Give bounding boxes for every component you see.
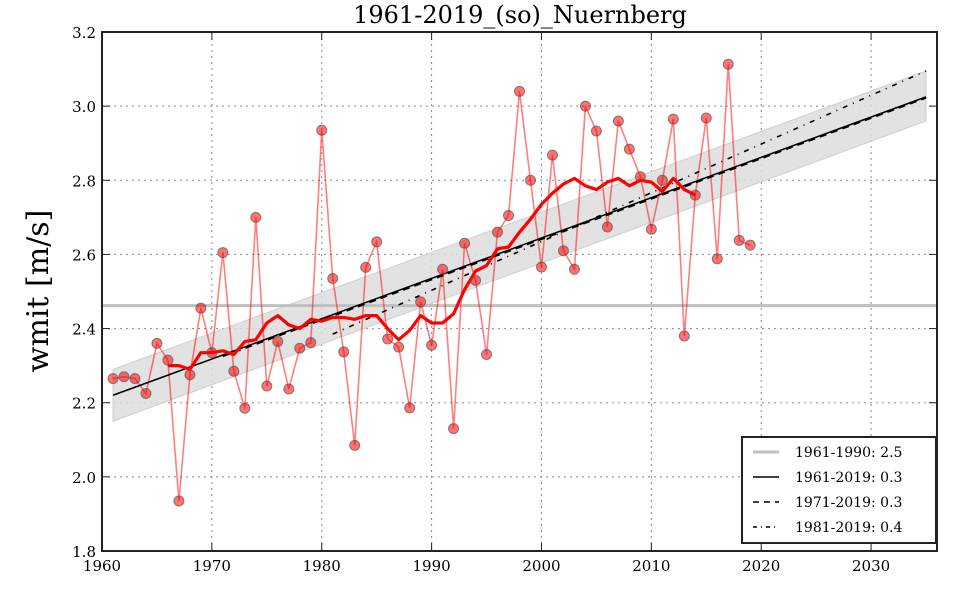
data-point: [283, 383, 295, 395]
data-point: [129, 373, 141, 385]
data-point: [711, 253, 723, 265]
trend-line-1971-2019: [222, 97, 927, 358]
x-tick-label: 2020: [742, 557, 780, 575]
data-points: [107, 58, 756, 507]
data-point: [481, 349, 493, 361]
x-tick-label: 2010: [632, 557, 670, 575]
data-point: [722, 58, 734, 70]
data-point: [239, 402, 251, 414]
legend-box: [741, 436, 937, 544]
data-point: [470, 274, 482, 286]
data-point: [667, 113, 679, 125]
data-point: [557, 245, 569, 257]
chart-title: 1961-2019_(so)_Nuernberg: [353, 1, 687, 29]
data-point: [612, 115, 624, 127]
y-tick-label: 3.0: [72, 98, 96, 116]
legend-label-reference: 1961-1990: 2.5: [795, 445, 902, 461]
y-tick-label: 2.0: [72, 469, 96, 487]
x-tick-label: 1960: [83, 557, 121, 575]
data-point: [404, 402, 416, 414]
data-point: [700, 112, 712, 124]
x-tick-label: 1980: [303, 557, 341, 575]
data-point: [656, 174, 668, 186]
y-tick-label: 2.4: [72, 321, 96, 339]
data-point: [744, 239, 756, 251]
x-tick-label: 1990: [413, 557, 451, 575]
data-point: [162, 354, 174, 366]
data-point: [206, 347, 218, 359]
y-tick-label: 2.2: [72, 395, 96, 413]
legend-label-dashdot: 1981-2019: 0.4: [795, 520, 903, 536]
x-tick-label: 2000: [522, 557, 560, 575]
data-point: [151, 337, 163, 349]
data-point: [338, 346, 350, 358]
data-point: [107, 373, 119, 385]
data-point: [173, 495, 185, 507]
data-point: [601, 221, 613, 233]
data-point: [623, 143, 635, 155]
data-point: [459, 237, 471, 249]
data-point: [503, 210, 515, 222]
data-point: [349, 439, 361, 451]
data-point: [184, 369, 196, 381]
data-point: [217, 247, 229, 259]
data-point: [228, 365, 240, 377]
y-tick-label: 3.2: [72, 24, 96, 42]
data-point: [118, 371, 130, 383]
y-tick-label: 2.8: [72, 172, 96, 190]
data-point: [678, 330, 690, 342]
data-point: [360, 261, 372, 273]
data-point: [514, 85, 525, 97]
data-point: [590, 125, 602, 137]
data-point: [393, 341, 405, 353]
data-point: [546, 149, 558, 161]
data-point: [140, 387, 152, 399]
trend-line-1961-2019: [112, 96, 927, 397]
legend-label-solid: 1961-2019: 0.3: [795, 470, 902, 486]
data-point: [415, 296, 427, 308]
plot-frame: [101, 31, 938, 552]
data-point: [426, 339, 438, 351]
data-point: [382, 333, 394, 345]
data-point: [261, 380, 273, 392]
y-tick-label: 1.8: [72, 543, 96, 561]
data-point: [316, 124, 328, 136]
legend-label-dashed: 1971-2019: 0.3: [795, 495, 902, 511]
data-point: [524, 174, 536, 186]
moving-average-line: [167, 176, 697, 371]
data-point: [448, 423, 460, 435]
data-point: [371, 236, 383, 248]
data-point: [689, 189, 701, 201]
x-tick-label: 2030: [852, 557, 890, 575]
data-point: [195, 302, 207, 314]
data-point: [327, 273, 339, 285]
trend-line-1981-2019: [332, 70, 927, 335]
data-point: [305, 337, 317, 349]
data-point: [294, 342, 306, 354]
data-point: [250, 211, 262, 223]
data-point: [634, 171, 646, 183]
y-tick-label: 2.6: [72, 246, 96, 264]
legend: 1961-1990: 2.5 1961-2019: 0.3 1971-2019:…: [741, 436, 937, 544]
data-point: [645, 223, 657, 235]
axes: 1960 1970 1980 1990 2000 2010 2020 2030 1.8 2.0 2.…: [72, 24, 938, 575]
x-tick-label: 1970: [193, 557, 231, 575]
data-point: [535, 261, 547, 273]
data-point: [568, 263, 580, 275]
data-point: [437, 263, 449, 275]
data-point: [733, 234, 745, 246]
y-axis-label: wmit [m/s]: [21, 210, 56, 373]
data-point: [579, 100, 591, 112]
data-point: [272, 336, 284, 348]
data-point: [492, 226, 504, 238]
